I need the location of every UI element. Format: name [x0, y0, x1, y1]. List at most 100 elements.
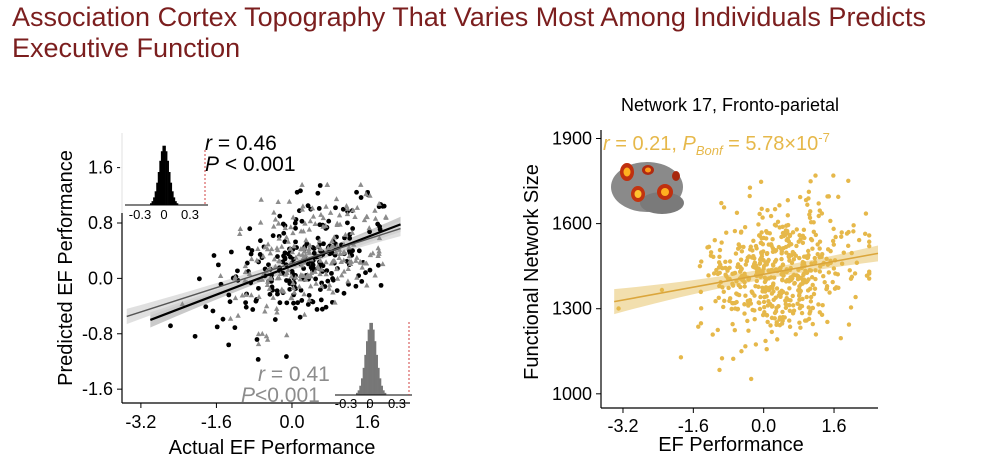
yellow-scatter-point — [724, 230, 729, 235]
yellow-scatter-point — [727, 259, 733, 264]
gray-scatter-point — [263, 333, 270, 339]
black-scatter-point — [203, 304, 209, 310]
gray-scatter-point — [301, 291, 307, 297]
yellow-scatter-point — [817, 269, 823, 274]
gray-scatter-point — [274, 309, 280, 315]
gray-histogram-bar — [364, 354, 367, 395]
yellow-scatter-point — [802, 235, 807, 241]
gray-scatter-point — [336, 246, 343, 252]
yellow-scatter-point — [714, 267, 719, 273]
black-scatter-point — [329, 270, 334, 276]
yellow-scatter-point — [799, 310, 805, 316]
yellow-scatter-point — [731, 271, 737, 276]
yellow-scatter-point — [742, 271, 747, 276]
gray-scatter-point — [271, 209, 277, 215]
gray-scatter-point — [255, 331, 262, 337]
gray-scatter-point — [275, 220, 282, 226]
yellow-scatter-point — [758, 179, 764, 185]
slide-title: Association Cortex Topography That Varie… — [12, 2, 926, 63]
gray-scatter-point — [270, 294, 276, 300]
right-y-axis-label: Functional Network Size — [521, 164, 543, 380]
black-scatter-point — [340, 206, 346, 212]
yellow-scatter-point — [757, 260, 763, 266]
yellow-scatter-point — [771, 297, 776, 303]
yellow-scatter-point — [824, 286, 829, 292]
yellow-scatter-point — [786, 239, 792, 244]
yellow-scatter-point — [775, 337, 780, 342]
black-scatter-point — [314, 307, 320, 312]
yellow-scatter-point — [777, 203, 782, 208]
yellow-scatter-point — [833, 271, 838, 276]
yellow-scatter-point — [754, 278, 760, 284]
yellow-scatter-point — [698, 306, 704, 311]
yellow-scatter-point — [813, 232, 819, 238]
yellow-scatter-point — [699, 259, 704, 264]
yellow-scatter-point — [831, 242, 837, 247]
gray-scatter-point — [293, 274, 299, 280]
black-histogram-bar — [150, 203, 152, 205]
gray-scatter-point — [297, 276, 303, 282]
yellow-scatter-point — [758, 240, 763, 246]
gray-scatter-point — [346, 253, 352, 259]
yellow-scatter-point — [759, 206, 764, 212]
yellow-fit-line — [614, 252, 879, 303]
black-scatter-point — [211, 253, 217, 258]
gray-scatter-point — [279, 243, 285, 249]
yellow-scatter-point — [851, 229, 856, 234]
black-scatter-point — [292, 220, 298, 226]
gray-scatter-point — [361, 217, 368, 223]
gray-scatter-point — [293, 254, 299, 260]
yellow-scatter-point — [771, 289, 776, 294]
yellow-scatter-point — [797, 320, 802, 325]
yellow-scatter-point — [753, 342, 759, 347]
gray-histogram-bar — [362, 367, 365, 395]
black-scatter-point — [267, 291, 273, 297]
left-scatter-points — [168, 181, 389, 362]
yellow-scatter-point — [778, 246, 784, 251]
yellow-scatter-point — [797, 233, 802, 238]
gray-scatter-point — [337, 221, 343, 227]
gray-scatter-point — [267, 265, 273, 271]
black-scatter-point — [281, 230, 287, 236]
gray-scatter-point — [262, 308, 268, 314]
black-scatter-point — [245, 245, 251, 251]
gray-scatter-point — [323, 203, 329, 209]
gray-scatter-point — [179, 301, 186, 307]
black-scatter-point — [347, 235, 353, 241]
yellow-scatter-point — [760, 215, 765, 220]
black-scatter-point — [305, 302, 311, 307]
yellow-scatter-point — [787, 286, 792, 291]
gray-scatter-point — [332, 299, 338, 305]
gray-histogram-bar — [381, 385, 383, 395]
black-scatter-point — [244, 260, 250, 266]
black-scatter-point — [235, 268, 240, 274]
left-y-tick-label: 0.0 — [88, 268, 113, 288]
yellow-scatter-point — [773, 257, 779, 263]
left-y-tick-label: 0.8 — [88, 213, 113, 233]
gray-scatter-point — [256, 293, 262, 299]
yellow-scatter-point — [789, 277, 794, 282]
yellow-scatter-point — [758, 256, 764, 261]
yellow-scatter-point — [785, 198, 791, 203]
black-scatter-point — [284, 354, 289, 359]
yellow-scatter-point — [758, 294, 763, 300]
yellow-scatter-point — [721, 205, 727, 210]
gray-null-distribution-inset: -0.3 0 0.3 — [335, 322, 412, 411]
yellow-scatter-point — [717, 367, 722, 373]
black-histogram-bar — [176, 203, 179, 205]
gray-scatter-point — [286, 198, 293, 204]
yellow-scatter-point — [846, 322, 852, 327]
gray-scatter-point — [312, 220, 318, 226]
right-ticks: -3.2 -1.6 0.0 1.6 1000 1300 1600 1900 — [552, 129, 847, 436]
yellow-scatter-point — [808, 299, 814, 304]
black-scatter-point — [293, 239, 298, 245]
yellow-scatter-point — [813, 173, 818, 178]
yellow-scatter-point — [722, 298, 727, 304]
yellow-scatter-point — [856, 237, 862, 243]
gray-scatter-point — [323, 271, 329, 277]
gray-scatter-point — [319, 283, 325, 289]
gray-scatter-point — [366, 225, 372, 231]
yellow-scatter-point — [846, 243, 851, 249]
yellow-scatter-point — [719, 240, 724, 245]
gray-scatter-point — [310, 213, 317, 219]
